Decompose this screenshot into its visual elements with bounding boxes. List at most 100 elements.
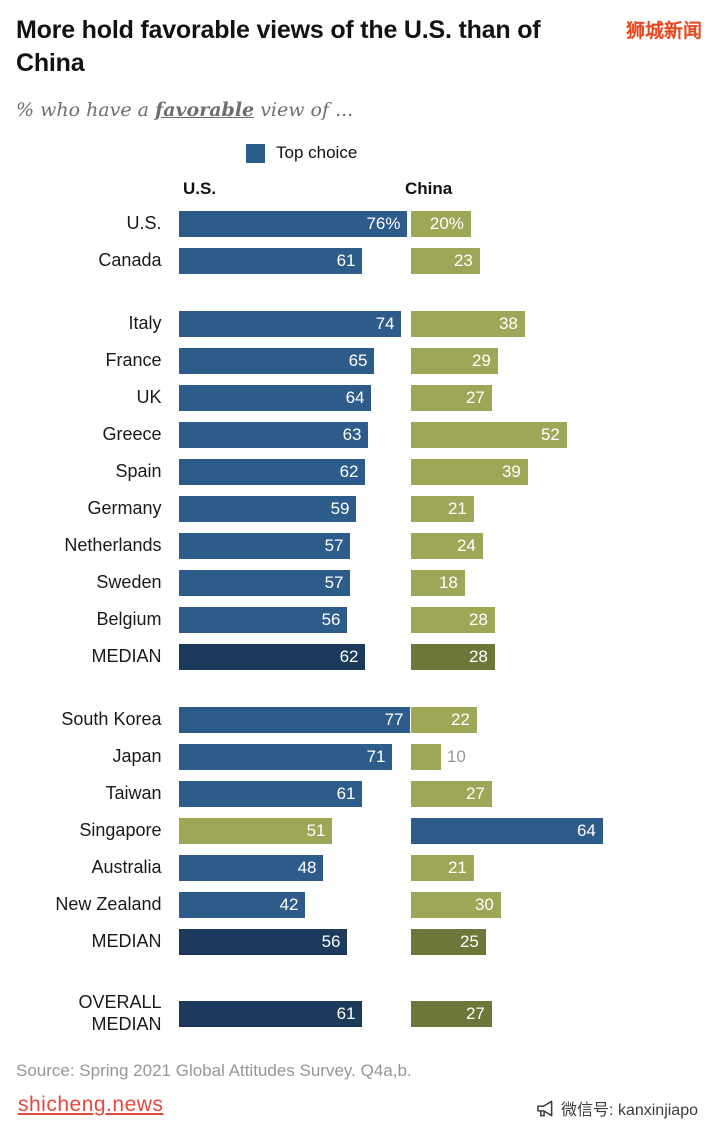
us-bar-cell: 61 (179, 781, 410, 807)
bar-value: 38 (498, 314, 518, 333)
chart-row: Germany 59 21 (16, 496, 696, 522)
chart-row: Spain 62 39 (16, 459, 696, 485)
china-bar: 39 (410, 459, 528, 485)
country-label: OVERALL MEDIAN (78, 992, 162, 1034)
china-bar-cell: 25 (410, 929, 696, 955)
bar-value: 64 (576, 821, 596, 840)
bar-value: 57 (324, 536, 344, 555)
country-label: UK (136, 387, 162, 408)
bar-value: 77 (384, 710, 404, 729)
bar-value: 18 (438, 573, 458, 592)
source-note: Source: Spring 2021 Global Attitudes Sur… (16, 1061, 412, 1081)
site-logo: 狮城新闻 (625, 21, 702, 42)
bar-value: 27 (465, 1003, 485, 1023)
country-label: Singapore (79, 820, 162, 841)
chart-row: South Korea 77 22 (16, 707, 696, 733)
us-bar: 57 (179, 533, 351, 559)
wechat-badge: 微信号: kanxinjiapo (536, 1096, 698, 1120)
chart-row: Japan 71 10 (16, 744, 696, 770)
china-bar-cell: 39 (410, 459, 696, 485)
china-bar: 27 (410, 385, 492, 411)
china-bar-cell: 52 (410, 422, 696, 448)
bar-value: 57 (324, 573, 344, 592)
bar-value: 20% (429, 214, 464, 233)
chart-row: OVERALL MEDIAN 61 27 (16, 992, 696, 1035)
chart-row: Taiwan 61 27 (16, 781, 696, 807)
subtitle-prefix: % who have a (16, 99, 156, 121)
china-bar: 21 (410, 855, 474, 881)
china-bar-cell: 28 (410, 607, 696, 633)
us-bar-cell: 61 (179, 248, 410, 274)
us-bar: 56 (179, 607, 348, 633)
subtitle-emphasis: favorable (155, 99, 255, 121)
us-bar: 57 (179, 570, 351, 596)
us-bar: 48 (179, 855, 324, 881)
bar-value: 30 (474, 895, 494, 914)
china-bar: 23 (410, 248, 480, 274)
china-bar-cell: 27 (410, 781, 696, 807)
country-label: New Zealand (55, 894, 162, 915)
bar-value: 27 (465, 388, 485, 407)
bar-value: 39 (501, 462, 521, 481)
country-label: Sweden (96, 572, 162, 593)
chart-row: MEDIAN 56 25 (16, 929, 696, 955)
us-bar-cell: 61 (179, 1000, 410, 1027)
country-label: South Korea (61, 709, 162, 730)
us-bar-cell: 57 (179, 533, 410, 559)
legend-color-swatch (246, 143, 265, 163)
chart-row: Greece 63 52 (16, 422, 696, 448)
country-label: France (105, 350, 162, 371)
legend: Top choice (246, 143, 696, 163)
chart-group: Italy 74 38 France 65 29 UK 64 27 Greece 63 52 Spain… (16, 311, 696, 670)
us-bar: 63 (179, 422, 369, 448)
china-bar: 21 (410, 496, 474, 522)
bar-value: 71 (366, 747, 386, 766)
china-bar-cell: 18 (410, 570, 696, 596)
chart-group: South Korea 77 22 Japan 71 10 Taiwan 61 27 Singap… (16, 707, 696, 955)
country-label: U.S. (126, 213, 162, 234)
us-bar-cell: 62 (179, 459, 410, 485)
china-bar-cell: 29 (410, 348, 696, 374)
country-label: MEDIAN (91, 931, 162, 952)
china-bar: 27 (410, 781, 492, 807)
china-bar-cell: 20% (410, 211, 696, 237)
us-bar-cell: 56 (179, 607, 410, 633)
bar-value: 61 (336, 784, 356, 803)
us-bar-cell: 64 (179, 385, 410, 411)
bar-value: 28 (468, 610, 488, 629)
bar-value: 65 (348, 351, 368, 370)
us-bar: 77 (179, 707, 411, 733)
chart-row: Belgium 56 28 (16, 607, 696, 633)
country-label: Canada (98, 250, 162, 271)
china-bar: 64 (410, 818, 603, 844)
us-bar-cell: 71 (179, 744, 410, 770)
chart-row: Singapore 51 64 (16, 818, 696, 844)
us-bar-cell: 51 (179, 818, 410, 844)
us-bar: 64 (179, 385, 372, 411)
china-bar: 25 (410, 929, 486, 955)
china-bar: 52 (410, 422, 567, 448)
country-label: Taiwan (105, 783, 162, 804)
chart-group: U.S. 76% 20% Canada 61 23 (16, 211, 696, 274)
china-bar-cell: 27 (410, 1000, 696, 1027)
us-bar: 59 (179, 496, 357, 522)
china-bar: 22 (410, 707, 477, 733)
us-bar: 61 (179, 1000, 363, 1027)
bar-value: 56 (321, 932, 341, 951)
china-bar: 28 (410, 644, 495, 670)
wechat-label: 微信号: kanxinjiapo (561, 1102, 698, 1119)
bar-value: 74 (375, 314, 395, 333)
bar-value: 56 (321, 610, 341, 629)
bar-value: 21 (447, 858, 467, 877)
country-label: MEDIAN (91, 646, 162, 667)
us-bar-cell: 62 (179, 644, 410, 670)
china-bar-cell: 38 (410, 311, 696, 337)
china-bar (410, 744, 441, 770)
us-bar-cell: 77 (179, 707, 411, 733)
subtitle-suffix: view of ... (254, 99, 354, 121)
bar-value: 62 (339, 462, 359, 481)
bar-value: 27 (465, 784, 485, 803)
bar-value: 28 (468, 647, 488, 666)
bar-value: 59 (330, 499, 350, 518)
